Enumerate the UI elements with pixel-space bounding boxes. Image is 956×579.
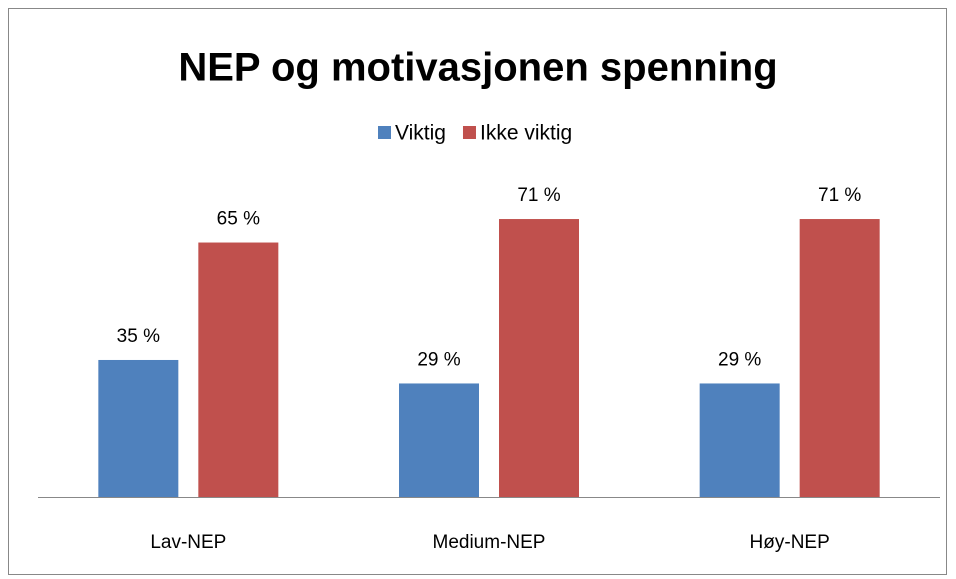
chart-title: NEP og motivasjonen spenning — [178, 46, 777, 90]
bar — [799, 219, 880, 497]
legend-label: Viktig — [395, 122, 446, 145]
data-label: 71 % — [818, 185, 861, 206]
legend-swatch — [462, 126, 476, 139]
x-tick-label: Medium-NEP — [433, 532, 546, 553]
bar — [499, 219, 579, 497]
x-tick-label: Lav-NEP — [150, 532, 226, 553]
bar — [98, 359, 179, 497]
bar — [699, 383, 780, 497]
x-tick-label: Høy-NEP — [750, 532, 830, 553]
data-label: 29 % — [718, 349, 761, 370]
data-label: 29 % — [417, 349, 460, 370]
legend-label: Ikke viktig — [480, 122, 572, 145]
data-label: 35 % — [117, 326, 160, 347]
data-label: 71 % — [517, 185, 560, 206]
legend-swatch — [378, 126, 391, 139]
bar — [198, 242, 279, 497]
bar — [399, 383, 479, 497]
data-label: 65 % — [217, 209, 260, 230]
